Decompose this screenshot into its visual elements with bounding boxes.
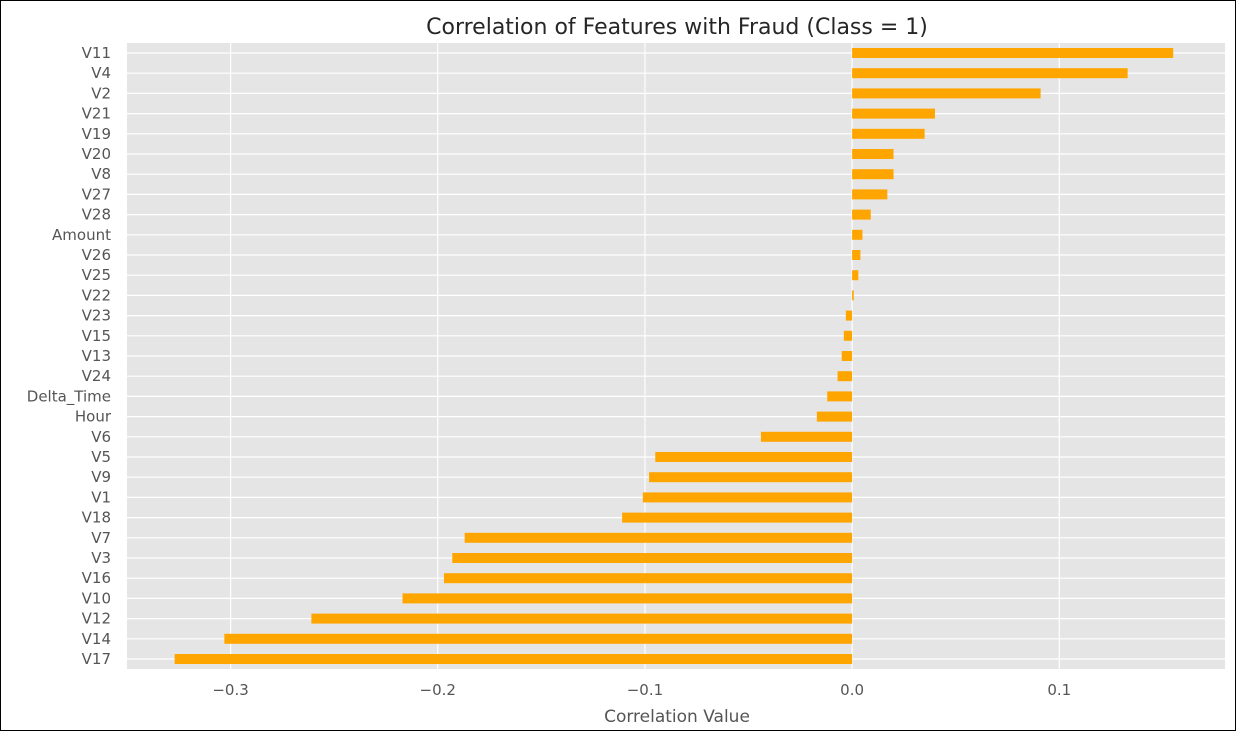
- y-tick-label: V16: [82, 569, 111, 587]
- chart-title: Correlation of Features with Fraud (Clas…: [426, 15, 928, 40]
- bar-v7: [464, 532, 853, 543]
- bar-amount: [852, 229, 863, 240]
- y-tick-label: V28: [82, 206, 111, 224]
- y-tick-label: V9: [91, 468, 111, 486]
- y-tick-label: V3: [91, 549, 111, 567]
- y-tick-label: V12: [82, 610, 111, 628]
- bar-v18: [622, 512, 853, 523]
- y-tick-label: V8: [91, 165, 111, 183]
- bar-v22: [852, 290, 854, 301]
- y-tick-label: V25: [82, 266, 111, 284]
- y-tick-label: V10: [82, 589, 111, 607]
- bar-v3: [452, 553, 853, 563]
- bar-v13: [841, 351, 853, 361]
- y-tick-label: V21: [82, 105, 111, 123]
- y-tick-label: V24: [82, 367, 111, 385]
- x-tick-label: −0.1: [627, 681, 663, 699]
- bar-v24: [837, 371, 853, 382]
- y-tick-label: V18: [82, 509, 111, 527]
- bar-v4: [852, 68, 1128, 79]
- bar-v5: [655, 452, 853, 462]
- x-tick-label: 0.0: [840, 681, 864, 699]
- y-tick-labels: V11 V4 V2 V21 V19 V20 V8 V27 V28 Amount V26 V25 V22 V…: [27, 44, 112, 668]
- y-tick-label: V23: [82, 307, 111, 325]
- bar-v12: [311, 613, 853, 624]
- y-tick-label: V14: [82, 630, 111, 648]
- bar-v26: [852, 250, 861, 260]
- y-tick-label: V22: [82, 286, 111, 304]
- y-tick-label: V17: [82, 650, 111, 668]
- y-tick-label: Hour: [75, 408, 112, 426]
- y-tick-label: V20: [82, 145, 111, 163]
- x-tick-label: −0.3: [212, 681, 248, 699]
- bar-v17: [174, 654, 853, 664]
- y-tick-label: Delta_Time: [27, 387, 111, 406]
- bar-v1: [642, 492, 853, 503]
- bar-v23: [845, 310, 853, 321]
- bar-v16: [443, 573, 853, 584]
- bar-v14: [224, 633, 853, 644]
- bar-v6: [760, 431, 853, 442]
- bar-v19: [852, 128, 925, 139]
- bar-v15: [843, 330, 853, 341]
- y-tick-label: V15: [82, 327, 111, 345]
- bar-v8: [852, 169, 894, 180]
- bar-hour: [816, 411, 853, 422]
- x-tick-label: −0.2: [420, 681, 456, 699]
- bar-v2: [852, 88, 1041, 99]
- bar-delta-time: [827, 391, 853, 402]
- y-tick-label: V11: [82, 44, 111, 62]
- bar-v21: [852, 108, 935, 119]
- y-tick-label: V19: [82, 125, 111, 143]
- x-tick-labels: −0.3 −0.2 −0.1 0.0 0.1: [212, 681, 1071, 699]
- bar-v10: [402, 593, 853, 604]
- y-tick-label: V2: [91, 84, 111, 102]
- bar-v27: [852, 189, 888, 200]
- bar-v20: [852, 149, 894, 159]
- y-tick-label: V4: [91, 64, 111, 82]
- x-tick-label: 0.1: [1047, 681, 1071, 699]
- y-tick-label: V5: [91, 448, 111, 466]
- bar-v28: [852, 209, 871, 220]
- x-axis-label: Correlation Value: [604, 707, 750, 727]
- y-tick-label: V27: [82, 185, 111, 203]
- bar-v9: [649, 472, 853, 483]
- grid-lines: [127, 43, 1225, 669]
- bar-v11: [852, 48, 1174, 58]
- y-tick-label: V6: [91, 428, 111, 446]
- y-tick-label: Amount: [52, 226, 111, 244]
- y-tick-label: V13: [82, 347, 111, 365]
- y-tick-label: V1: [91, 488, 111, 506]
- y-tick-label: V7: [91, 529, 111, 547]
- y-tick-label: V26: [82, 246, 111, 264]
- bar-v25: [852, 270, 859, 281]
- bars: [174, 48, 1174, 664]
